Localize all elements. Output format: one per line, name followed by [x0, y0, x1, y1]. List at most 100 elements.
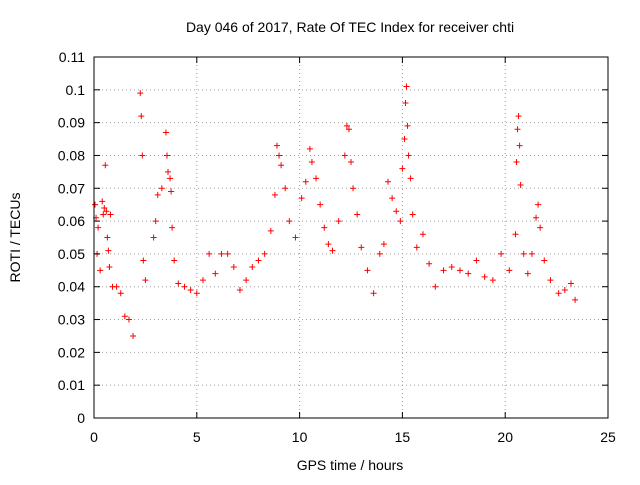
data-point [567, 280, 574, 287]
data-point [528, 250, 535, 257]
data-point [393, 208, 400, 215]
data-point [401, 136, 408, 143]
data-point [95, 224, 102, 231]
data-point [282, 185, 289, 192]
data-point [520, 250, 527, 257]
data-point [276, 152, 283, 159]
data-point [154, 191, 161, 198]
data-point [376, 250, 383, 257]
points-layer [92, 83, 579, 339]
data-point [199, 277, 206, 284]
data-point [404, 122, 411, 129]
data-point [249, 264, 256, 271]
data-point [456, 267, 463, 274]
data-point [409, 211, 416, 218]
data-point [325, 241, 332, 248]
data-point [286, 218, 293, 225]
data-point [273, 142, 280, 149]
data-point [106, 264, 113, 271]
data-point [102, 162, 109, 169]
data-point [541, 257, 548, 264]
data-point [426, 260, 433, 267]
data-point [152, 218, 159, 225]
y-tick-label: 0.06 [58, 213, 85, 229]
y-tick-label: 0.07 [58, 180, 85, 196]
data-point [167, 175, 174, 182]
plot-frame [93, 56, 609, 419]
data-point [212, 270, 219, 277]
data-point [271, 191, 278, 198]
data-point [516, 142, 523, 149]
data-point [506, 267, 513, 274]
data-point [243, 277, 250, 284]
x-tick-label: 25 [600, 429, 616, 445]
data-point [308, 159, 315, 166]
data-point [125, 316, 132, 323]
data-point [489, 277, 496, 284]
data-point [343, 122, 350, 129]
data-point [181, 283, 188, 290]
data-point [313, 175, 320, 182]
data-point [206, 250, 213, 257]
data-point [515, 113, 522, 120]
data-point [171, 257, 178, 264]
data-point [481, 273, 488, 280]
data-point [139, 152, 146, 159]
data-point [380, 241, 387, 248]
x-axis-label: GPS time / hours [297, 457, 404, 473]
y-tick-label: 0.09 [58, 115, 85, 131]
data-point [107, 211, 114, 218]
data-point [137, 90, 144, 97]
data-point [370, 290, 377, 297]
data-point [99, 198, 106, 205]
data-point [405, 152, 412, 159]
data-point [298, 195, 305, 202]
data-point [555, 290, 562, 297]
data-point [169, 224, 176, 231]
data-point [187, 287, 194, 294]
y-tick-label: 0.1 [66, 82, 86, 98]
data-point [292, 234, 299, 241]
data-point [561, 287, 568, 294]
data-point [403, 83, 410, 90]
ticks-layer: 0 5 10 15 20 25 0 0.01 0.02 0.03 0.04 0.05 0.06 0.07 0… [58, 49, 616, 445]
data-point [104, 234, 111, 241]
data-point [348, 159, 354, 166]
data-point [100, 211, 107, 218]
y-tick-label: 0.11 [59, 49, 85, 65]
data-point [329, 247, 336, 254]
data-point [163, 152, 170, 159]
data-point [218, 250, 225, 257]
y-tick-label: 0.08 [58, 147, 85, 163]
data-point [465, 270, 472, 277]
data-point [255, 257, 262, 264]
data-point [448, 264, 455, 271]
data-point [168, 188, 175, 195]
data-point [399, 165, 406, 172]
data-point [341, 152, 348, 159]
data-point [130, 332, 137, 339]
data-point [385, 178, 392, 185]
data-point [121, 313, 128, 320]
data-point [498, 250, 505, 257]
data-point [142, 277, 149, 284]
data-point [150, 234, 157, 241]
data-point [113, 283, 120, 290]
data-point [302, 178, 309, 185]
data-point [350, 185, 357, 192]
data-point [397, 218, 404, 225]
data-point [230, 264, 237, 271]
data-point [533, 214, 540, 221]
data-point [140, 257, 147, 264]
data-point [236, 287, 243, 294]
x-tick-label: 0 [90, 429, 98, 445]
chart-title: Day 046 of 2017, Rate Of TEC Index for r… [186, 19, 514, 35]
data-point [278, 162, 285, 169]
data-point [193, 290, 200, 297]
data-point [162, 129, 169, 136]
data-point [432, 283, 439, 290]
y-tick-label: 0.04 [58, 279, 85, 295]
data-point [105, 247, 112, 254]
data-point [407, 175, 414, 182]
